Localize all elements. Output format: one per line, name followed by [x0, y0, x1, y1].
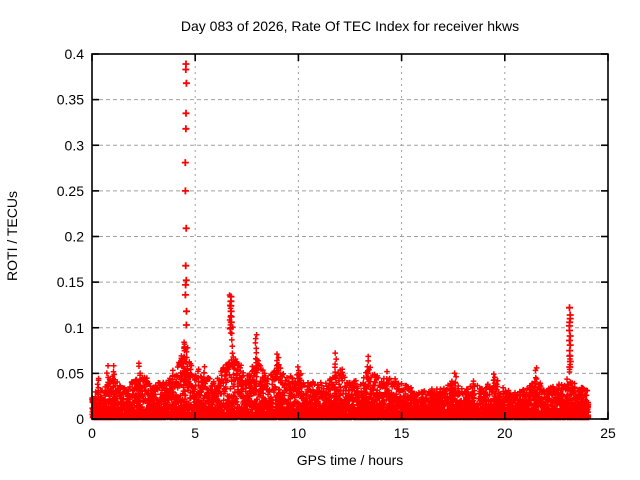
- scatter-layer: [89, 60, 592, 421]
- y-tick-label: 0.4: [65, 46, 85, 62]
- x-tick-label: 0: [88, 425, 96, 441]
- y-tick-label: 0.3: [65, 137, 85, 153]
- y-tick-label: 0.2: [65, 229, 85, 245]
- axes-frame: [91, 53, 609, 420]
- x-tick-label: 20: [497, 425, 513, 441]
- x-axis-label: GPS time / hours: [297, 452, 404, 468]
- scatter-points: [89, 292, 592, 421]
- grid-lines: [92, 54, 608, 419]
- tick-labels: 0 5 10 15 20 25 0 0.05 0.1 0.15 0.2 0.25 0.3 0.35 0.4: [57, 46, 616, 441]
- x-tick-label: 15: [394, 425, 410, 441]
- outlier-points: [181, 60, 574, 371]
- x-tick-label: 10: [291, 425, 307, 441]
- y-tick-label: 0: [76, 411, 84, 427]
- x-tick-label: 5: [191, 425, 199, 441]
- chart-title: Day 083 of 2026, Rate Of TEC Index for r…: [181, 18, 519, 34]
- y-axis-label: ROTI / TECUs: [4, 191, 20, 281]
- y-tick-label: 0.05: [57, 365, 84, 381]
- y-tick-label: 0.15: [57, 274, 84, 290]
- x-tick-label: 25: [600, 425, 616, 441]
- y-tick-label: 0.25: [57, 183, 84, 199]
- y-tick-label: 0.1: [65, 320, 85, 336]
- y-tick-label: 0.35: [57, 92, 84, 108]
